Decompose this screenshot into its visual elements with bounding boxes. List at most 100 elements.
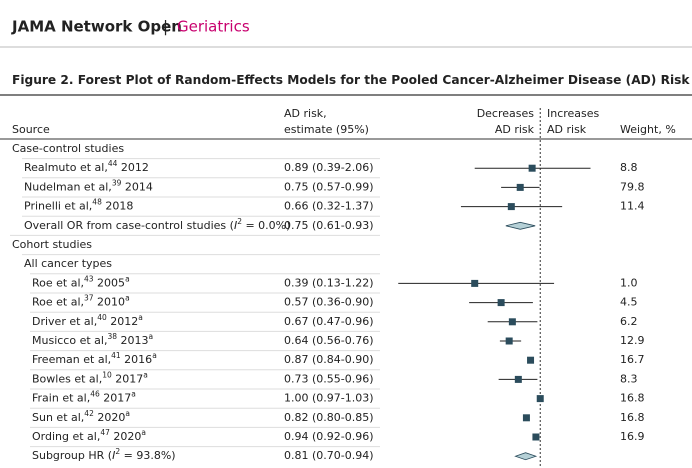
label-part: Roe et al, bbox=[32, 276, 84, 289]
label-part: 2012 bbox=[107, 315, 139, 328]
separator: | bbox=[163, 18, 168, 36]
row-label: Realmuto et al,44 2012 bbox=[24, 159, 149, 175]
weight-text: 1.0 bbox=[620, 276, 638, 289]
label-part: a bbox=[141, 428, 146, 437]
estimate-text: 0.57 (0.36-0.90) bbox=[284, 296, 374, 309]
label-part: a bbox=[152, 351, 157, 360]
row-label: Freeman et al,41 2016a bbox=[32, 351, 157, 367]
weight-text: 4.5 bbox=[620, 296, 638, 309]
row-label: Roe et al,37 2010a bbox=[32, 293, 130, 309]
row-label: All cancer types bbox=[24, 257, 112, 270]
label-part: a bbox=[125, 274, 130, 283]
label-part: 47 bbox=[100, 428, 110, 437]
pooled-diamond bbox=[514, 452, 538, 461]
label-part: Overall OR from case-control studies ( bbox=[24, 219, 234, 232]
label-part: Roe et al, bbox=[32, 296, 84, 309]
weight-text: 8.8 bbox=[620, 161, 638, 174]
weight-text: 79.8 bbox=[620, 180, 645, 193]
estimate-text: 0.75 (0.61-0.93) bbox=[284, 219, 374, 232]
label-part: 39 bbox=[112, 178, 122, 187]
estimate-marker bbox=[505, 337, 513, 345]
estimate-text: 0.94 (0.92-0.96) bbox=[284, 430, 374, 443]
weight-text: 6.2 bbox=[620, 315, 638, 328]
col-increases: Increases bbox=[547, 107, 600, 120]
label-part: 37 bbox=[84, 293, 94, 302]
estimate-marker bbox=[508, 318, 516, 326]
row-label: Roe et al,43 2005a bbox=[32, 274, 130, 290]
estimate-marker bbox=[507, 203, 515, 211]
pooled-diamond bbox=[505, 221, 536, 230]
weight-text: 8.3 bbox=[620, 372, 638, 385]
weight-text: 11.4 bbox=[620, 200, 645, 213]
estimate-text: 0.87 (0.84-0.90) bbox=[284, 353, 374, 366]
estimate-marker bbox=[528, 164, 536, 172]
label-part: a bbox=[143, 370, 148, 379]
label-part: All cancer types bbox=[24, 257, 112, 270]
estimate-text: 0.82 (0.80-0.85) bbox=[284, 411, 374, 424]
label-part: Ording et al, bbox=[32, 430, 100, 443]
estimate-marker bbox=[522, 414, 530, 422]
label-part: 40 bbox=[97, 312, 107, 321]
estimate-text: 0.73 (0.55-0.96) bbox=[284, 372, 374, 385]
row-label: Bowles et al,10 2017a bbox=[32, 370, 148, 386]
label-part: a bbox=[149, 332, 154, 341]
estimate-marker bbox=[532, 433, 540, 441]
estimate-text: 0.39 (0.13-1.22) bbox=[284, 276, 374, 289]
label-part: 2016 bbox=[121, 353, 153, 366]
weight-text: 16.7 bbox=[620, 353, 645, 366]
estimate-text: 0.66 (0.32-1.37) bbox=[284, 200, 374, 213]
label-part: 44 bbox=[108, 159, 118, 168]
label-part: Cohort studies bbox=[12, 238, 92, 251]
label-part: 46 bbox=[90, 389, 100, 398]
label-part: 48 bbox=[92, 197, 102, 206]
label-part: I bbox=[112, 449, 115, 462]
col-weight: Weight, % bbox=[620, 123, 676, 136]
label-part: Case-control studies bbox=[12, 142, 124, 155]
label-part: Freeman et al, bbox=[32, 353, 111, 366]
label-part: a bbox=[125, 293, 130, 302]
row-label: Case-control studies bbox=[12, 142, 124, 155]
row-label: Subgroup HR (I2 = 93.8%) bbox=[32, 447, 176, 463]
estimate-text: 0.64 (0.56-0.76) bbox=[284, 334, 374, 347]
label-part: 38 bbox=[107, 332, 117, 341]
col-decreases: AD risk bbox=[495, 123, 535, 136]
col-estimate: estimate (95%) bbox=[284, 123, 369, 136]
estimate-marker bbox=[536, 395, 544, 403]
estimate-marker bbox=[497, 299, 505, 307]
label-part: 42 bbox=[84, 408, 94, 417]
label-part: a bbox=[125, 408, 130, 417]
estimate-marker bbox=[516, 183, 524, 191]
estimate-text: 0.67 (0.47-0.96) bbox=[284, 315, 374, 328]
col-estimate: AD risk, bbox=[284, 107, 327, 120]
weight-text: 16.8 bbox=[620, 411, 645, 424]
label-part: 2010 bbox=[94, 296, 126, 309]
row-label: Overall OR from case-control studies (I2… bbox=[24, 216, 290, 232]
label-part: 10 bbox=[102, 370, 112, 379]
label-part: a bbox=[131, 389, 136, 398]
estimate-marker bbox=[514, 375, 522, 383]
label-part: I bbox=[234, 219, 237, 232]
estimate-text: 0.89 (0.39-2.06) bbox=[284, 161, 374, 174]
label-part: Frain et al, bbox=[32, 392, 90, 405]
row-label: Ording et al,47 2020a bbox=[32, 428, 146, 444]
figure-title: Figure 2. Forest Plot of Random-Effects … bbox=[12, 71, 692, 87]
estimate-marker bbox=[471, 279, 479, 287]
label-part: 43 bbox=[84, 274, 94, 283]
estimate-text: 0.75 (0.57-0.99) bbox=[284, 180, 374, 193]
row-label: Cohort studies bbox=[12, 238, 92, 251]
row-label: Musicco et al,38 2013a bbox=[32, 332, 153, 348]
weight-text: 16.8 bbox=[620, 392, 645, 405]
label-part: 2018 bbox=[102, 200, 134, 213]
row-label: Driver et al,40 2012a bbox=[32, 312, 143, 328]
label-part: 2005 bbox=[94, 276, 126, 289]
journal: JAMA Network Open bbox=[11, 18, 182, 36]
col-decreases: Decreases bbox=[477, 107, 535, 120]
label-part: 2 bbox=[115, 447, 120, 456]
label-part: 2020 bbox=[94, 411, 126, 424]
label-part: 2013 bbox=[117, 334, 149, 347]
section: Geriatrics bbox=[177, 18, 250, 36]
label-part: a bbox=[138, 312, 143, 321]
row-label: Sun et al,42 2020a bbox=[32, 408, 130, 424]
estimate-text: 0.81 (0.70-0.94) bbox=[284, 449, 374, 462]
